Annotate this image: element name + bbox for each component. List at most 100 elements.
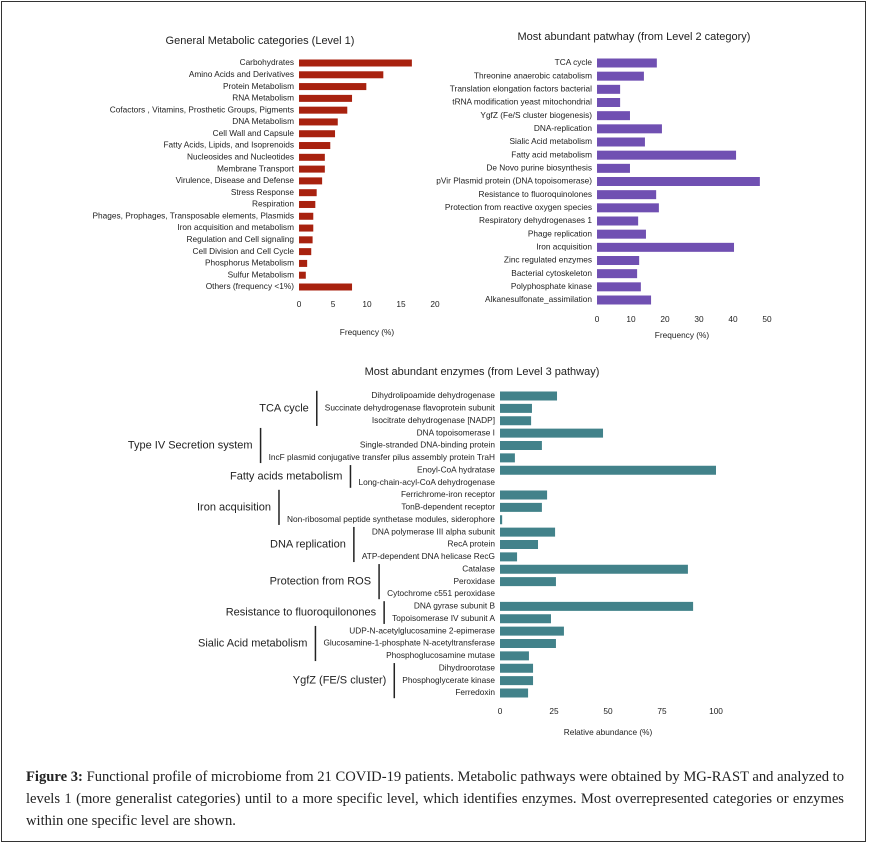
x-tick-label: 15 bbox=[396, 299, 406, 309]
x-tick-label: 5 bbox=[331, 299, 336, 309]
bar bbox=[500, 540, 539, 549]
bar bbox=[597, 163, 630, 173]
category-label: Sulfur Metabolism bbox=[228, 269, 294, 279]
bar bbox=[597, 295, 652, 305]
bar bbox=[500, 552, 518, 562]
bar bbox=[299, 142, 331, 150]
bar bbox=[500, 490, 548, 500]
category-label: Stress Response bbox=[231, 187, 295, 197]
bar bbox=[500, 639, 556, 648]
bar bbox=[597, 203, 659, 213]
bar bbox=[500, 651, 529, 661]
bar bbox=[500, 614, 551, 624]
bar bbox=[299, 224, 314, 232]
caption-text: Functional profile of microbiome from 21… bbox=[26, 769, 845, 829]
category-label: Virulence, Disease and Defense bbox=[176, 175, 295, 185]
bar bbox=[299, 259, 308, 267]
chart-title: Most abundant patwhay (from Level 2 cate… bbox=[518, 31, 751, 43]
category-label: DNA Metabolism bbox=[232, 116, 294, 126]
category-label: Iron acquisition and metabolism bbox=[177, 222, 294, 232]
bar bbox=[299, 212, 314, 220]
bar bbox=[500, 626, 564, 636]
category-label: Polyphosphate kinase bbox=[511, 281, 593, 291]
bar bbox=[597, 71, 644, 81]
category-label: Translation elongation factors bacterial bbox=[450, 84, 592, 94]
x-tick-label: 20 bbox=[430, 299, 440, 309]
category-label: Non-ribosomal peptide synthetase modules… bbox=[287, 514, 495, 524]
category-label: Phages, Prophages, Transposable elements… bbox=[92, 210, 294, 220]
group-label: YgfZ (FE/S cluster) bbox=[293, 675, 387, 687]
bar bbox=[597, 150, 737, 160]
bar bbox=[597, 177, 760, 186]
category-label: Iron acquisition bbox=[536, 242, 592, 252]
category-label: Phosphorus Metabolism bbox=[205, 258, 294, 268]
x-tick-label: 50 bbox=[603, 706, 613, 716]
category-label: Carbohydrates bbox=[240, 57, 294, 67]
x-tick-label: 25 bbox=[549, 706, 559, 716]
bar bbox=[597, 84, 621, 94]
bar bbox=[299, 189, 317, 197]
category-label: Respiration bbox=[252, 199, 294, 209]
group-label: TCA cycle bbox=[259, 402, 309, 414]
x-axis-title: Frequency (%) bbox=[340, 327, 395, 337]
category-label: UDP-N-acetylglucosamine 2-epimerase bbox=[349, 625, 495, 635]
category-label: Resistance to fluoroquinolones bbox=[479, 189, 592, 199]
category-label: Phosphoglucosamine mutase bbox=[386, 650, 495, 660]
bar bbox=[299, 200, 316, 208]
group-label: Type IV Secretion system bbox=[128, 439, 253, 451]
x-axis-title: Relative abundance (%) bbox=[564, 727, 653, 737]
category-label: Zinc regulated enzymes bbox=[504, 255, 592, 265]
category-label: Threonine anaerobic catabolism bbox=[474, 70, 592, 80]
category-label: IncF plasmid conjugative transfer pilus … bbox=[269, 452, 495, 462]
category-label: Enoyl-CoA hydratase bbox=[417, 464, 495, 474]
x-tick-label: 0 bbox=[595, 314, 600, 324]
category-label: DNA polymerase III alpha subunit bbox=[372, 526, 496, 536]
category-label: Regulation and Cell signaling bbox=[187, 234, 295, 244]
bar bbox=[500, 515, 503, 525]
group-label: Sialic Acid metabolism bbox=[198, 637, 307, 649]
category-label: Catalase bbox=[462, 563, 495, 573]
bar bbox=[597, 124, 662, 134]
bar bbox=[299, 283, 353, 291]
bar bbox=[500, 391, 558, 401]
category-label: DNA-replication bbox=[534, 123, 592, 133]
x-tick-label: 30 bbox=[694, 314, 704, 324]
x-tick-label: 75 bbox=[657, 706, 667, 716]
group-label: DNA replication bbox=[270, 538, 346, 550]
category-label: DNA gyrase subunit B bbox=[414, 601, 496, 611]
bar bbox=[500, 688, 529, 698]
category-label: DNA topoisomerase I bbox=[417, 427, 495, 437]
bar bbox=[299, 59, 412, 67]
group-label: Fatty acids metabolism bbox=[230, 470, 342, 482]
category-label: Dihydroorotase bbox=[439, 662, 496, 672]
bar bbox=[500, 416, 532, 426]
bar bbox=[500, 676, 534, 686]
category-label: Fatty acid metabolism bbox=[511, 149, 592, 159]
category-label: De Novo purine biosynthesis bbox=[486, 163, 592, 173]
bar bbox=[597, 256, 640, 265]
category-label: Respiratory dehydrogenases 1 bbox=[479, 215, 592, 225]
category-label: Cytochrome c551 peroxidase bbox=[387, 588, 495, 598]
x-tick-label: 40 bbox=[728, 314, 738, 324]
category-label: Bacterial cytoskeleton bbox=[511, 268, 592, 278]
bar bbox=[299, 130, 336, 138]
category-label: Membrane Transport bbox=[217, 163, 295, 173]
bar bbox=[299, 118, 338, 126]
caption-label: Figure 3: bbox=[26, 769, 83, 785]
bar bbox=[299, 153, 325, 161]
category-label: Dihydrolipoamide dehydrogenase bbox=[371, 390, 495, 400]
category-label: Long-chain-acyl-CoA dehydrogenase bbox=[358, 477, 495, 487]
category-label: Isocitrate dehydrogenase [NADP] bbox=[372, 415, 495, 425]
bar bbox=[299, 165, 325, 173]
bar bbox=[500, 465, 716, 475]
bar bbox=[597, 111, 630, 121]
category-label: Cell Division and Cell Cycle bbox=[193, 246, 295, 256]
bar bbox=[500, 403, 532, 413]
bar bbox=[500, 577, 556, 587]
x-axis-title: Frequency (%) bbox=[655, 330, 710, 340]
x-tick-label: 20 bbox=[660, 314, 670, 324]
bar bbox=[299, 236, 313, 244]
bar bbox=[500, 663, 534, 673]
